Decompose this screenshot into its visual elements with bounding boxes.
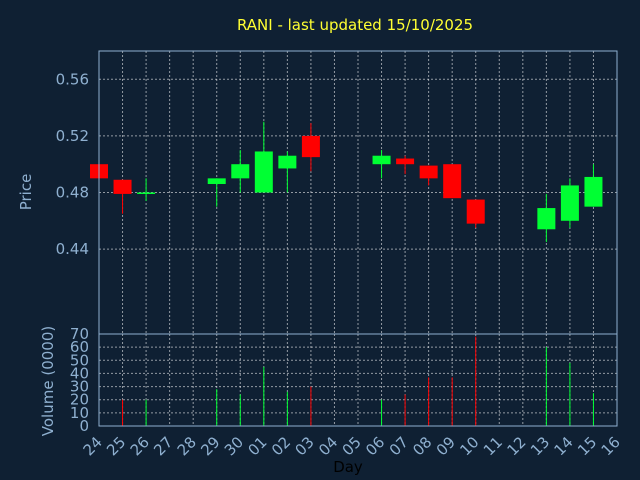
volume-tick-label: 20: [70, 391, 89, 409]
volume-tick-label: 40: [70, 364, 89, 382]
candle-body: [560, 185, 579, 221]
volume-grid: [98, 333, 618, 427]
chart-title: RANI - last updated 15/10/2025: [237, 16, 473, 34]
x-tick-label: 16: [598, 433, 624, 459]
candle-body: [301, 135, 320, 158]
candle-body: [537, 208, 556, 230]
x-tick-label: 27: [150, 433, 176, 459]
price-grid: [98, 51, 618, 334]
x-tick-label: 02: [268, 433, 294, 459]
volume-axis-label: Volume (0000): [39, 326, 57, 436]
volume-tick-label: 60: [70, 338, 89, 356]
volume-tick-label: 0: [79, 417, 89, 435]
x-tick-label: 11: [480, 433, 506, 459]
price-tick-label: 0.44: [56, 240, 89, 258]
x-tick-label: 08: [409, 433, 435, 459]
x-tick-label: 04: [315, 433, 341, 459]
candle-body: [466, 199, 485, 224]
candles: [90, 121, 603, 243]
candle-body: [443, 164, 462, 199]
x-tick-label: 13: [527, 433, 553, 459]
price-tick-label: 0.52: [56, 127, 89, 145]
x-tick-label: 07: [386, 433, 412, 459]
price-tick-label: 0.48: [56, 184, 89, 202]
x-tick-label: 06: [362, 433, 388, 459]
x-tick-label: 09: [433, 433, 459, 459]
volume-tick-label: 50: [70, 351, 89, 369]
candle-body: [113, 179, 132, 194]
x-tick-label: 28: [174, 433, 200, 459]
price-axis-label: Price: [17, 174, 35, 211]
candle-body: [254, 151, 273, 193]
x-tick-label: 29: [197, 433, 223, 459]
volume-tick-label: 70: [70, 325, 89, 343]
x-axis-ticks: 2425262728293001020304050607080910111213…: [80, 433, 624, 459]
x-tick-label: 26: [127, 433, 153, 459]
x-tick-label: 25: [103, 433, 129, 459]
candle-body: [231, 164, 250, 179]
price-tick-label: 0.56: [56, 70, 89, 88]
volume-tick-label: 10: [70, 404, 89, 422]
candle-body: [372, 155, 391, 165]
x-tick-label: 24: [80, 433, 106, 459]
x-tick-label: 05: [339, 433, 365, 459]
x-tick-label: 14: [551, 433, 577, 459]
x-tick-label: 03: [292, 433, 318, 459]
x-axis-label: Day: [333, 458, 363, 476]
volume-panel-frame: [98, 333, 618, 427]
candle-body: [419, 165, 438, 179]
x-tick-label: 30: [221, 433, 247, 459]
x-tick-label: 15: [574, 433, 600, 459]
volume-tick-label: 30: [70, 378, 89, 396]
price-axis-ticks: 0.44 0.48 0.52 0.56: [56, 70, 89, 258]
x-tick-label: 01: [244, 433, 270, 459]
candle-body: [584, 176, 603, 207]
candle-body: [396, 158, 415, 165]
x-tick-label: 12: [503, 433, 529, 459]
volume-bars: [122, 336, 594, 426]
candle-body: [137, 192, 156, 194]
x-tick-label: 10: [456, 433, 482, 459]
candle-body: [207, 178, 226, 185]
candle-body: [278, 155, 297, 169]
